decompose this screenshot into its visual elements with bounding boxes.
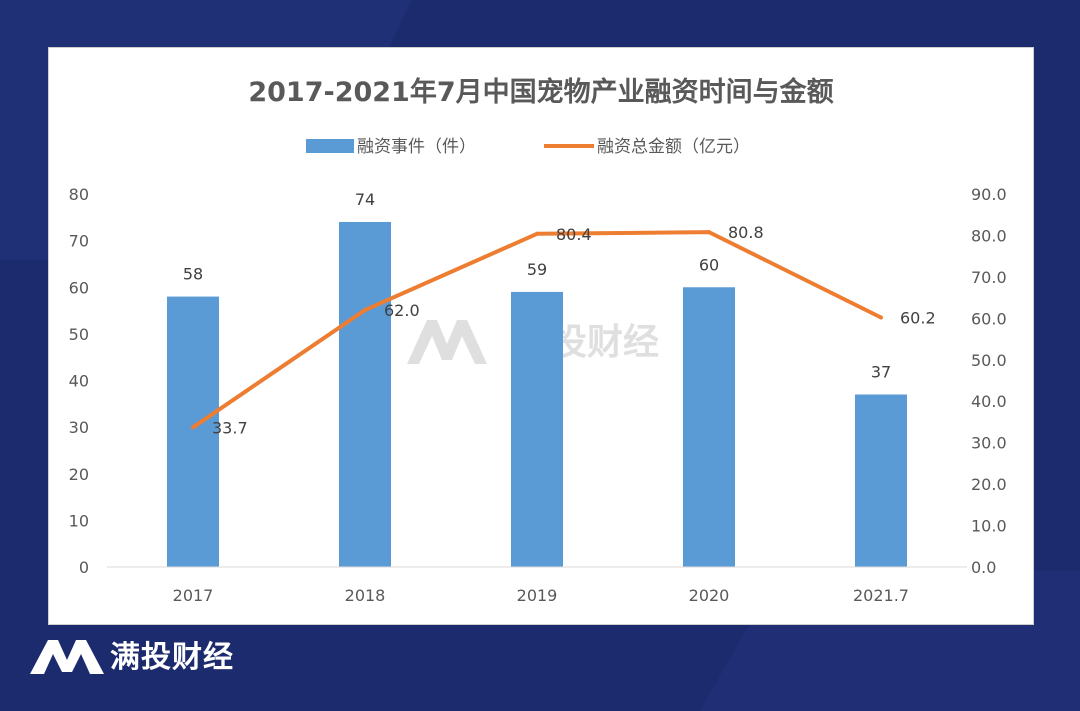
- brand-name: 满投财经: [110, 640, 234, 675]
- right-axis-tick: 10.0: [971, 517, 1007, 536]
- left-axis-tick: 20: [69, 465, 89, 484]
- line-data-label: 60.2: [900, 309, 936, 328]
- line-data-label: 80.4: [556, 225, 592, 244]
- x-axis-tick: 2020: [689, 586, 730, 605]
- right-axis-tick: 0.0: [971, 558, 996, 577]
- left-axis-tick: 30: [69, 418, 89, 437]
- line-point: [707, 230, 711, 235]
- bar: [855, 394, 907, 567]
- left-axis-tick: 10: [69, 511, 89, 530]
- right-axis-tick: 30.0: [971, 434, 1007, 453]
- bar: [511, 291, 563, 567]
- bar-data-label: 37: [871, 362, 891, 381]
- watermark-logo-icon: [407, 320, 487, 364]
- line-point: [879, 315, 883, 320]
- right-axis-tick: 70.0: [971, 268, 1007, 287]
- chart-title: 2017-2021年7月中国宠物产业融资时间与金额: [248, 76, 833, 108]
- line-data-label: 62.0: [384, 301, 420, 320]
- right-axis-tick: 20.0: [971, 475, 1007, 494]
- right-axis-tick: 90.0: [971, 185, 1007, 204]
- line-point: [535, 231, 539, 236]
- chart-svg: 2017-2021年7月中国宠物产业融资时间与金额 融资事件（件） 融资总金额（…: [69, 76, 1007, 605]
- left-axis-tick: 40: [69, 372, 89, 391]
- left-axis-tick: 70: [69, 232, 89, 251]
- brand-logo-icon: [30, 640, 104, 674]
- line-point: [363, 308, 367, 313]
- x-axis-tick: 2017: [173, 586, 214, 605]
- left-axis-tick: 50: [69, 325, 89, 344]
- bar-data-label: 60: [699, 255, 719, 274]
- right-axis-tick: 80.0: [971, 226, 1007, 245]
- bar: [683, 287, 735, 567]
- bar: [339, 221, 391, 567]
- line-data-label: 80.8: [728, 223, 764, 242]
- right-axis-tick: 50.0: [971, 351, 1007, 370]
- bar-data-label: 59: [527, 260, 547, 279]
- bar-data-label: 58: [183, 265, 203, 284]
- bar-data-label: 74: [355, 190, 375, 209]
- right-axis-tick: 40.0: [971, 392, 1007, 411]
- plot-area: 0 10 20 30 40 50 60 70 80 0.0 10.0 20.0 30.0 40.0 50.0…: [69, 185, 1007, 605]
- right-axis-tick: 60.0: [971, 309, 1007, 328]
- left-axis-tick: 0: [79, 558, 89, 577]
- line-point: [191, 425, 195, 430]
- x-axis-tick: 2021.7: [853, 586, 909, 605]
- left-axis-tick: 60: [69, 278, 89, 297]
- chart-card: 2017-2021年7月中国宠物产业融资时间与金额 融资事件（件） 融资总金额（…: [48, 47, 1034, 625]
- legend-bar-swatch: [306, 139, 354, 153]
- legend-bar-label: 融资事件（件）: [357, 137, 476, 157]
- line-data-label: 33.7: [212, 418, 248, 437]
- legend-line-label: 融资总金额（亿元）: [597, 137, 750, 157]
- x-axis-tick: 2019: [517, 586, 558, 605]
- left-axis-tick: 80: [69, 185, 89, 204]
- x-axis-tick: 2018: [345, 586, 386, 605]
- bar: [167, 296, 219, 567]
